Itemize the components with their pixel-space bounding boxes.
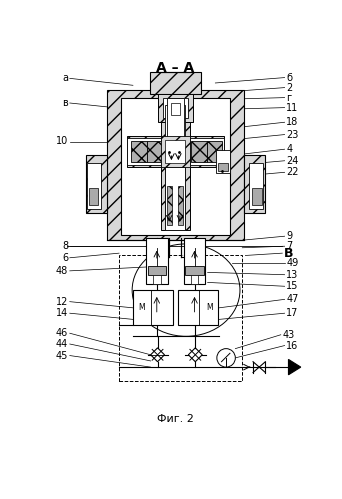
Text: 12: 12 (56, 297, 68, 307)
Text: 11: 11 (286, 103, 299, 113)
Bar (127, 138, 161, 165)
Text: 6: 6 (62, 253, 68, 263)
Bar (249, 163, 263, 209)
Text: 2: 2 (286, 83, 292, 93)
Bar (121, 98, 230, 235)
Text: 15: 15 (286, 281, 299, 291)
Text: А – А: А – А (156, 61, 194, 75)
Text: 48: 48 (56, 266, 68, 276)
Text: 10: 10 (56, 137, 68, 147)
Bar (131, 141, 147, 162)
Text: г: г (286, 93, 291, 103)
Text: в: в (63, 98, 68, 108)
Bar (158, 94, 193, 122)
Text: 23: 23 (286, 130, 299, 140)
Text: 18: 18 (286, 117, 299, 127)
Bar (153, 275, 161, 284)
Bar (147, 141, 162, 162)
Text: а: а (62, 73, 68, 83)
Bar (107, 90, 244, 240)
Text: 16: 16 (286, 340, 299, 351)
Text: Фиг. 2: Фиг. 2 (157, 415, 194, 425)
Bar (179, 290, 219, 325)
Bar (163, 98, 188, 118)
Bar (161, 136, 190, 167)
Bar (184, 238, 205, 284)
Bar (165, 105, 185, 144)
Bar (161, 122, 190, 230)
Text: 8: 8 (62, 241, 68, 251)
Bar (192, 141, 207, 162)
Text: 13: 13 (286, 270, 299, 280)
Circle shape (217, 349, 235, 367)
Bar (207, 141, 222, 162)
Text: M: M (206, 302, 212, 311)
Bar (165, 167, 185, 230)
Bar (165, 140, 185, 163)
Bar (146, 238, 168, 284)
Text: б: б (286, 72, 292, 83)
Text: 44: 44 (56, 339, 68, 349)
Bar (167, 186, 172, 225)
Text: 14: 14 (56, 308, 68, 318)
Text: 49: 49 (286, 258, 299, 268)
Bar (167, 98, 184, 198)
Bar (216, 150, 230, 173)
Bar (127, 136, 224, 167)
Text: 24: 24 (286, 156, 299, 166)
Bar (150, 72, 201, 94)
Bar (191, 275, 198, 284)
Bar (190, 138, 224, 165)
Bar (177, 186, 183, 225)
Text: 47: 47 (286, 294, 299, 304)
Text: 7: 7 (286, 241, 292, 251)
Text: 22: 22 (286, 167, 299, 177)
Bar (168, 100, 182, 117)
Bar (185, 266, 204, 275)
Text: 46: 46 (56, 328, 68, 338)
Text: M: M (138, 302, 145, 311)
Text: 43: 43 (282, 330, 294, 340)
Bar (133, 290, 173, 325)
Bar (88, 163, 101, 209)
Text: 4: 4 (286, 144, 292, 154)
Text: 17: 17 (286, 308, 299, 318)
Bar (165, 167, 185, 230)
Text: В: В (284, 247, 293, 259)
Bar (119, 255, 242, 381)
Text: 45: 45 (56, 351, 68, 361)
Bar (89, 189, 98, 206)
Bar (86, 155, 107, 213)
Bar (218, 163, 228, 171)
Polygon shape (288, 359, 301, 375)
Bar (252, 189, 262, 206)
Text: 9: 9 (286, 231, 292, 241)
Bar (171, 103, 180, 115)
Bar (244, 155, 265, 213)
Bar (147, 266, 166, 275)
